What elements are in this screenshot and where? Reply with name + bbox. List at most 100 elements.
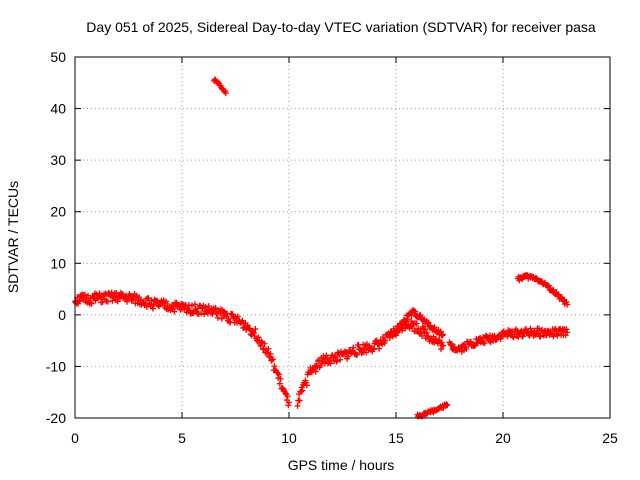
data-point	[285, 402, 292, 409]
data-point	[389, 333, 396, 340]
data-point	[88, 300, 95, 307]
data-point	[438, 339, 445, 346]
data-point	[267, 351, 274, 358]
x-tick-label: 25	[602, 430, 618, 446]
data-point	[444, 402, 451, 409]
data-point	[212, 304, 219, 311]
data-point	[282, 389, 289, 396]
data-point	[563, 298, 570, 305]
data-point	[145, 295, 152, 302]
data-point	[164, 301, 171, 308]
data-point	[440, 342, 447, 349]
chart-title: Day 051 of 2025, Sidereal Day-to-day VTE…	[86, 19, 596, 35]
data-markers	[72, 76, 571, 420]
data-point	[555, 330, 562, 337]
data-point	[448, 340, 455, 347]
data-point	[286, 399, 292, 406]
data-point	[299, 387, 306, 394]
data-point	[214, 314, 221, 321]
data-point	[218, 315, 225, 322]
grid-lines	[75, 57, 610, 418]
data-point	[474, 340, 481, 347]
data-point	[404, 316, 411, 323]
data-point	[250, 330, 257, 337]
data-point	[312, 368, 319, 375]
data-point	[394, 329, 401, 336]
data-point	[104, 298, 111, 305]
data-point	[481, 340, 488, 347]
data-point	[398, 322, 405, 329]
x-tick-label: 20	[495, 430, 511, 446]
x-tick-label: 15	[388, 430, 404, 446]
data-point	[185, 302, 192, 309]
data-point	[425, 319, 432, 326]
data-point	[370, 346, 377, 353]
data-point	[413, 320, 420, 327]
x-tick-label: 10	[281, 430, 297, 446]
series-main-band	[72, 289, 292, 409]
data-point	[504, 333, 511, 340]
data-point	[417, 312, 424, 319]
data-point	[269, 356, 276, 363]
data-point	[430, 333, 437, 340]
series-rising-arc	[393, 307, 447, 339]
series-main-band-3	[446, 325, 571, 355]
y-tick-label: 0	[58, 307, 66, 323]
data-point	[471, 342, 478, 349]
data-point	[376, 345, 383, 352]
data-point	[396, 326, 403, 333]
data-point	[423, 329, 430, 336]
series-low-fragment	[414, 401, 451, 420]
data-point	[96, 290, 103, 297]
data-point	[333, 358, 340, 365]
data-point	[439, 332, 446, 339]
data-point	[183, 309, 190, 316]
data-point	[250, 329, 257, 336]
data-point	[143, 303, 150, 310]
data-point	[393, 328, 400, 335]
series-high-fragment	[211, 76, 229, 97]
data-point	[443, 401, 450, 408]
data-point	[332, 354, 339, 361]
data-point	[537, 333, 544, 340]
y-tick-label: 10	[50, 255, 66, 271]
y-tick-label: -20	[46, 410, 66, 426]
data-point	[75, 298, 82, 305]
data-point	[271, 363, 278, 370]
data-point	[399, 322, 406, 329]
data-point	[437, 346, 444, 353]
data-point	[276, 371, 283, 378]
data-point	[548, 330, 555, 337]
data-point	[246, 325, 253, 332]
data-point	[320, 353, 327, 360]
data-point	[265, 345, 272, 352]
data-point	[284, 393, 291, 400]
data-point	[171, 308, 178, 315]
data-point	[244, 322, 251, 329]
data-point	[255, 334, 262, 341]
data-point	[545, 282, 552, 289]
data-point	[412, 308, 419, 315]
data-point	[327, 360, 334, 367]
data-point	[382, 337, 389, 344]
y-tick-label: 30	[50, 152, 66, 168]
data-point	[337, 356, 344, 363]
x-axis-label: GPS time / hours	[288, 457, 395, 473]
series-upper-arc	[514, 272, 571, 308]
data-point	[344, 353, 351, 360]
data-point	[350, 344, 357, 351]
data-point	[294, 402, 301, 409]
data-point	[418, 328, 425, 335]
plot-frame	[74, 56, 611, 419]
data-point	[81, 291, 88, 298]
data-point	[109, 297, 116, 304]
data-point	[564, 329, 571, 336]
data-point	[296, 397, 303, 404]
data-point	[354, 351, 361, 358]
data-point	[198, 310, 205, 317]
y-axis-label: SDTVAR / TECUs	[5, 181, 21, 293]
y-tick-label: 40	[50, 101, 66, 117]
data-point	[440, 331, 447, 338]
